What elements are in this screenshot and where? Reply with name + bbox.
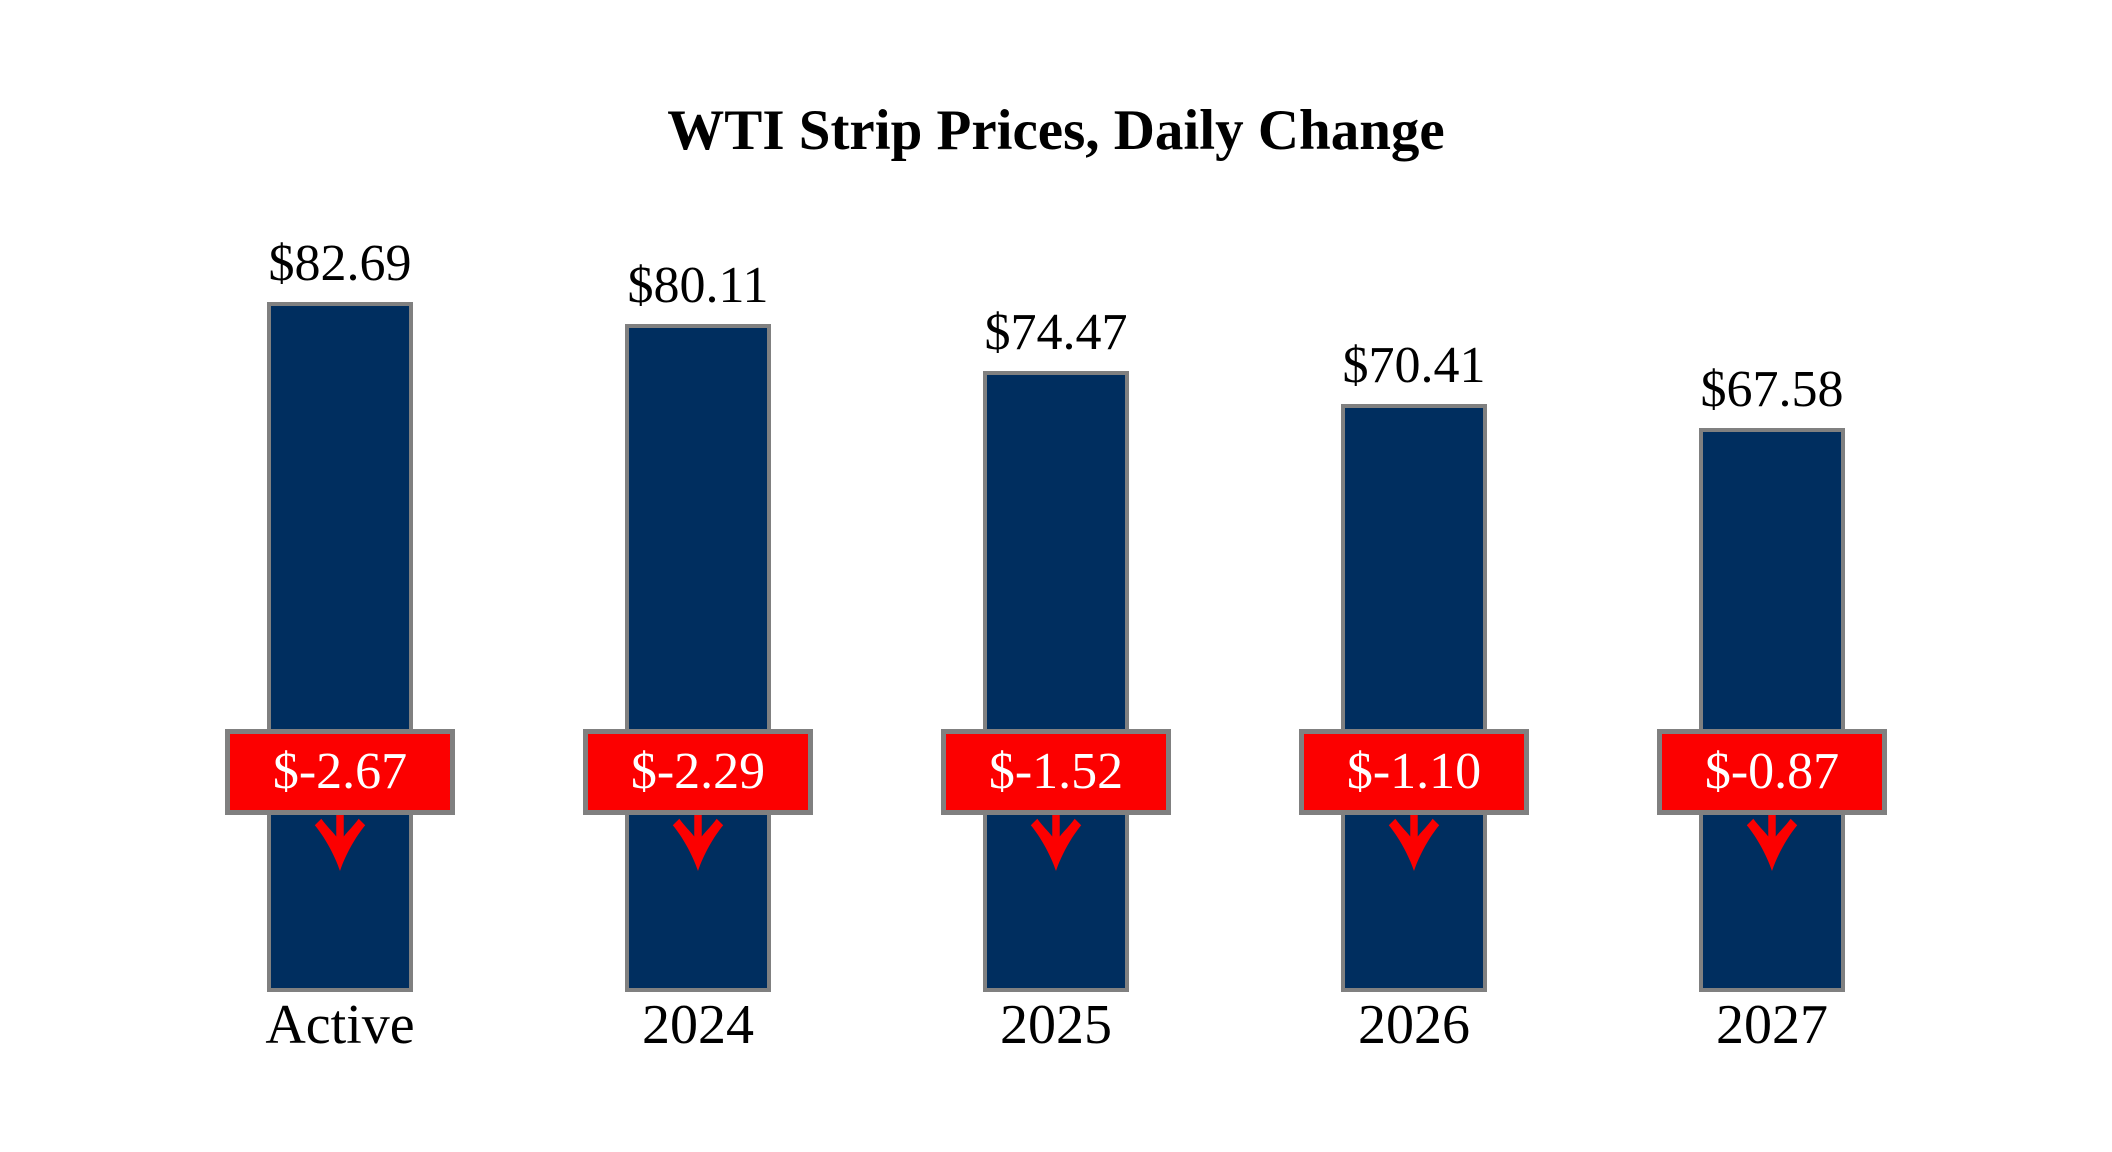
- category-label: 2025: [1000, 994, 1112, 1056]
- bar-group-2026: $70.41 $-1.10 2026: [1299, 0, 1529, 1152]
- change-badge-label: $-2.29: [630, 743, 766, 800]
- category-label: 2026: [1358, 994, 1470, 1056]
- change-badge: $-2.67: [225, 729, 455, 815]
- change-badge-label: $-1.10: [1346, 743, 1482, 800]
- down-arrow-icon: [314, 814, 366, 871]
- change-badge: $-1.10: [1299, 729, 1529, 815]
- change-badge-label: $-2.67: [272, 743, 408, 800]
- down-arrow-icon: [672, 814, 724, 871]
- bar: [625, 323, 771, 992]
- bar: [267, 302, 413, 992]
- bar: [983, 370, 1129, 992]
- value-label: $82.69: [268, 235, 412, 292]
- bar-group-2025: $74.47 $-1.52 2025: [941, 0, 1171, 1152]
- value-label: $74.47: [984, 303, 1128, 361]
- chart-title: WTI Strip Prices, Daily Change: [667, 99, 1445, 162]
- value-label: $70.41: [1342, 337, 1486, 395]
- bar-group-2027: $67.58 $-0.87 2027: [1657, 0, 1887, 1152]
- category-label: 2027: [1716, 994, 1828, 1056]
- change-badge: $-1.52: [941, 729, 1171, 815]
- bar-group-2024: $80.11 $-2.29 2024: [583, 0, 813, 1152]
- down-arrow-icon: [1746, 814, 1798, 871]
- down-arrow-icon: [1030, 814, 1082, 871]
- change-badge-label: $-0.87: [1704, 743, 1840, 800]
- change-badge: $-0.87: [1657, 729, 1887, 815]
- value-label: $67.58: [1700, 361, 1844, 419]
- change-badge: $-2.29: [583, 729, 813, 815]
- down-arrow-icon: [1388, 814, 1440, 871]
- bar: [1341, 404, 1487, 992]
- category-label: 2024: [642, 994, 754, 1056]
- category-label: Active: [265, 994, 415, 1056]
- value-label: $80.11: [627, 256, 769, 314]
- bar-group-active: $82.69 $-2.67 Active: [225, 0, 455, 1152]
- bar: [1699, 428, 1845, 992]
- change-badge-label: $-1.52: [988, 743, 1124, 800]
